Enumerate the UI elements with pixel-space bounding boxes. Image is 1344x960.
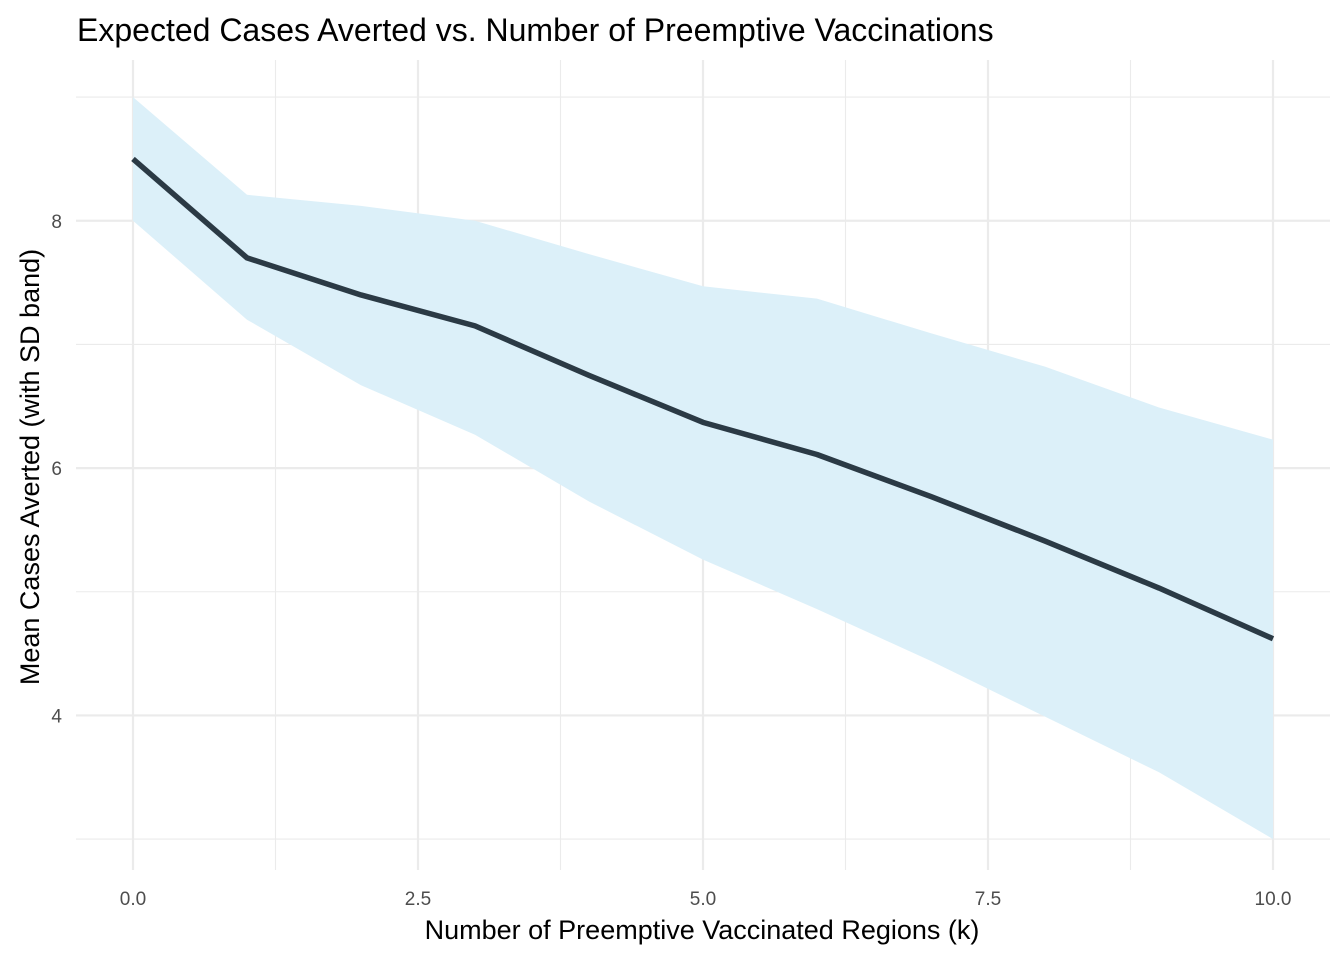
y-axis-tick-labels: 4 6 8 xyxy=(51,212,62,728)
sd-bands xyxy=(133,97,1273,840)
mean-line xyxy=(131,156,1275,642)
y-tick-label: 8 xyxy=(51,212,62,233)
x-axis-title: Number of Preemptive Vaccinated Regions … xyxy=(425,915,980,945)
x-tick-label: 2.5 xyxy=(405,889,431,910)
y-axis-title: Mean Cases Averted (with SD band) xyxy=(15,249,45,685)
x-tick-label: 5.0 xyxy=(690,889,716,910)
y-tick-label: 4 xyxy=(51,706,62,727)
mean-lines xyxy=(131,156,1275,642)
y-tick-label: 6 xyxy=(51,459,62,480)
x-tick-label: 7.5 xyxy=(975,889,1001,910)
x-tick-label: 0.0 xyxy=(120,889,146,910)
sd-band xyxy=(133,97,1273,840)
chart-title: Expected Cases Averted vs. Number of Pre… xyxy=(77,12,994,48)
x-axis-tick-labels: 0.0 2.5 5.0 7.5 10.0 xyxy=(120,889,1292,910)
x-tick-label: 10.0 xyxy=(1255,889,1292,910)
